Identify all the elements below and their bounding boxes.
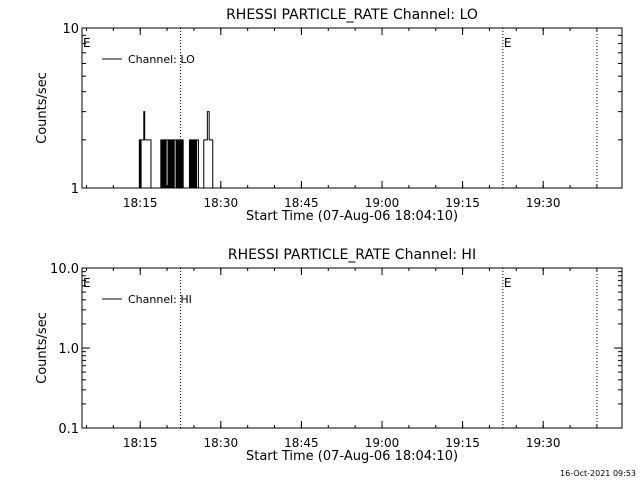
y-axis-label: Counts/sec bbox=[35, 312, 50, 384]
legend: Channel: HI bbox=[102, 293, 192, 306]
event-marker-label: E bbox=[504, 36, 512, 50]
series-line-1 bbox=[137, 111, 220, 189]
x-tick-label: 18:15 bbox=[123, 436, 158, 450]
legend: Channel: LO bbox=[102, 53, 195, 66]
y-tick-label: 1.0 bbox=[58, 342, 79, 357]
event-marker-label: E bbox=[83, 276, 91, 290]
y-tick-label: 1 bbox=[71, 182, 79, 197]
chart-title: RHESSI PARTICLE_RATE Channel: LO bbox=[226, 7, 478, 23]
y-tick-label: 10.0 bbox=[50, 262, 79, 277]
x-tick-label: 19:15 bbox=[445, 196, 480, 210]
x-tick-label: 19:30 bbox=[526, 436, 561, 450]
x-tick-label: 18:30 bbox=[204, 436, 239, 450]
chart-2: RHESSI PARTICLE_RATE Channel: HI 18:15 18:… bbox=[35, 247, 623, 464]
x-tick-label: 19:30 bbox=[526, 196, 561, 210]
legend-label: Channel: HI bbox=[128, 293, 192, 306]
event-marker-label: E bbox=[504, 276, 512, 290]
plot-frame bbox=[81, 267, 623, 429]
x-tick-label: 18:15 bbox=[123, 196, 158, 210]
y-tick-label: 10 bbox=[62, 22, 79, 37]
y-axis-label: Counts/sec bbox=[35, 72, 50, 144]
x-axis-label: Start Time (07-Aug-06 18:04:10) bbox=[246, 449, 458, 464]
legend-label: Channel: LO bbox=[128, 53, 195, 66]
x-tick-label: 19:00 bbox=[365, 196, 400, 210]
chart-title: RHESSI PARTICLE_RATE Channel: HI bbox=[228, 247, 476, 263]
x-tick-label: 18:45 bbox=[284, 436, 319, 450]
plot-frame bbox=[81, 27, 623, 189]
chart-1: RHESSI PARTICLE_RATE Channel: LO 18:15 18:… bbox=[35, 7, 623, 224]
event-marker-label: E bbox=[83, 36, 91, 50]
x-axis-label: Start Time (07-Aug-06 18:04:10) bbox=[246, 209, 458, 224]
x-tick-label: 18:30 bbox=[204, 196, 239, 210]
y-tick-label: 0.1 bbox=[58, 422, 79, 437]
x-tick-label: 19:15 bbox=[445, 436, 480, 450]
timestamp-label: 16-Oct-2021 09:53 bbox=[560, 469, 636, 478]
x-tick-label: 19:00 bbox=[365, 436, 400, 450]
x-tick-label: 18:45 bbox=[284, 196, 319, 210]
